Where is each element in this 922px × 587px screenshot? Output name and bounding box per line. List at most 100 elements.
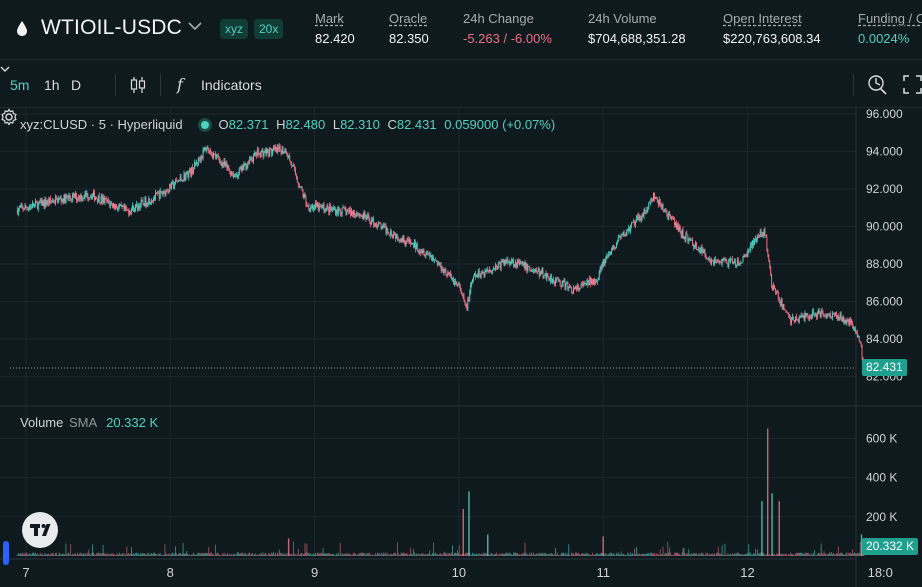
volume-bar xyxy=(389,554,391,556)
volume-bar xyxy=(591,554,593,556)
candle-body xyxy=(206,149,208,151)
candle-body xyxy=(668,212,670,219)
candle-body xyxy=(283,152,285,153)
candle-body xyxy=(28,208,30,210)
candle-body xyxy=(765,235,767,238)
last-price-tag: 82.431 xyxy=(862,359,907,376)
timeframe-1h[interactable]: 1h xyxy=(44,77,60,93)
candle-body xyxy=(563,280,565,282)
volume-bar xyxy=(174,553,175,556)
candle-body xyxy=(372,218,374,220)
candle-body xyxy=(282,148,284,153)
market-pair-title[interactable]: WTIOIL-USDC xyxy=(41,16,183,39)
chevron-down-icon[interactable] xyxy=(188,22,202,31)
volume-bar xyxy=(443,551,445,556)
tradingview-logo[interactable] xyxy=(22,512,58,548)
volume-bar xyxy=(89,553,91,556)
candle-body xyxy=(608,251,610,257)
volume-bar xyxy=(489,555,491,556)
stat-label[interactable]: Mark xyxy=(315,11,344,26)
volume-bar xyxy=(197,552,199,556)
volume-bar xyxy=(121,553,123,556)
timeframe-5m[interactable]: 5m xyxy=(10,77,30,93)
chart-canvas[interactable]: 96.00094.00092.00090.00088.00086.00084.0… xyxy=(0,108,922,587)
candle-body xyxy=(174,184,175,188)
candle-body xyxy=(612,247,614,251)
volume-bar xyxy=(480,554,482,556)
candle-body xyxy=(833,314,834,315)
candle-body xyxy=(428,252,430,254)
volume-bar xyxy=(387,552,389,556)
volume-bar xyxy=(625,554,627,556)
candle-body xyxy=(426,253,428,255)
volume-bar xyxy=(422,553,424,556)
candle-body xyxy=(698,249,700,252)
volume-bar xyxy=(841,552,843,556)
candle-body xyxy=(166,190,168,191)
candle-body xyxy=(687,234,689,242)
volume-bar xyxy=(534,554,535,556)
stat-label[interactable]: Open Interest xyxy=(723,11,802,26)
volume-bar xyxy=(187,553,189,556)
candle-body xyxy=(71,199,73,201)
volume-bar xyxy=(299,554,301,556)
volume-bar xyxy=(159,553,161,556)
volume-bar xyxy=(313,553,314,556)
volume-bar xyxy=(547,554,549,556)
volume-value-tag: 20.332 K xyxy=(862,538,919,555)
volume-bar xyxy=(126,546,128,556)
volume-bar xyxy=(399,554,401,556)
candle-body xyxy=(575,286,577,290)
volume-bar xyxy=(282,554,284,556)
candle-body xyxy=(664,209,666,211)
candle-body xyxy=(647,209,649,211)
candle-body xyxy=(596,279,598,282)
candle-body xyxy=(345,210,347,215)
volume-bar xyxy=(363,553,365,556)
volume-bar xyxy=(510,553,512,556)
gear-icon[interactable] xyxy=(0,108,18,126)
volume-bar xyxy=(335,554,336,556)
volume-bar xyxy=(145,554,147,556)
volume-bar xyxy=(102,544,104,556)
candle-body xyxy=(594,278,595,284)
candle-body xyxy=(574,286,576,289)
replay-icon[interactable] xyxy=(866,73,888,95)
price-chart[interactable]: 96.000 94.000 92.000 90.000 88.000 86.000 84.0… xyxy=(0,108,922,587)
volume-bar xyxy=(385,552,387,556)
time-scroll-handle[interactable] xyxy=(3,541,9,565)
volume-bar xyxy=(712,553,713,556)
candle-body xyxy=(802,315,804,317)
candles-icon[interactable] xyxy=(130,76,146,94)
volume-bar xyxy=(586,553,588,556)
legend-change: 0.059000 (+0.07%) xyxy=(444,117,556,132)
volume-bar xyxy=(642,553,644,556)
candle-body xyxy=(594,281,596,284)
volume-bar xyxy=(732,552,733,556)
fullscreen-icon[interactable] xyxy=(903,75,922,94)
volume-bar xyxy=(485,552,487,556)
candle-body xyxy=(854,328,855,330)
volume-spike-bar xyxy=(761,501,763,556)
candle-body xyxy=(21,205,23,207)
candle-body xyxy=(546,273,548,279)
indicators-button[interactable]: Indicators xyxy=(201,77,262,93)
volume-bar xyxy=(513,552,514,556)
candle-body xyxy=(80,195,82,200)
volume-bar xyxy=(560,553,562,556)
volume-bar xyxy=(760,552,762,556)
volume-bar xyxy=(204,552,206,556)
stat-label[interactable]: Oracle xyxy=(389,11,428,26)
timeframe-d[interactable]: D xyxy=(71,77,82,93)
candle-body xyxy=(168,191,170,193)
function-icon[interactable]: f xyxy=(177,75,183,94)
candle-body xyxy=(537,268,539,272)
volume-bar xyxy=(96,552,98,556)
candle-body xyxy=(414,242,416,250)
stat-label[interactable]: Funding / C xyxy=(858,11,922,26)
chevron-down-icon[interactable] xyxy=(0,66,10,73)
candle-body xyxy=(609,251,611,255)
candle-body xyxy=(782,304,784,307)
candle-body xyxy=(386,229,388,233)
volume-bar xyxy=(205,552,207,556)
